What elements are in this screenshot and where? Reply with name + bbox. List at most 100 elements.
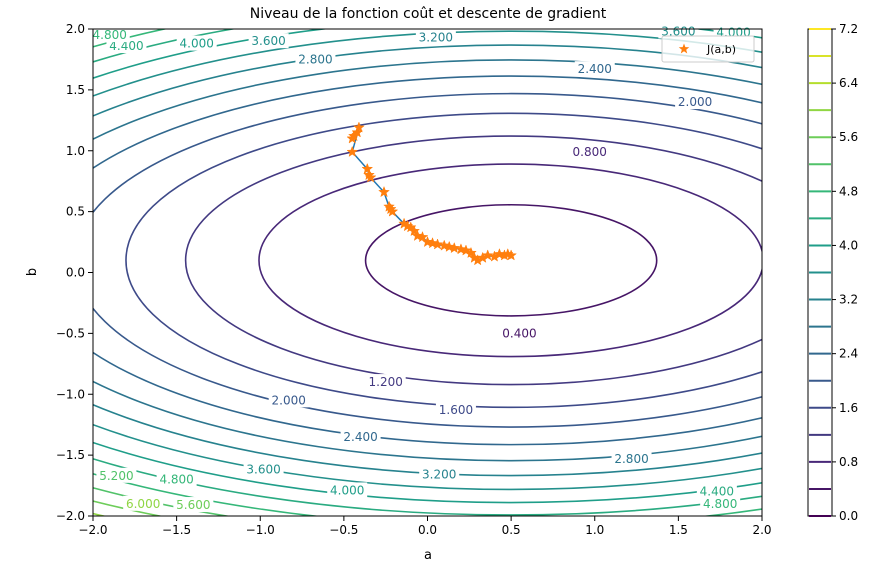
contour-level-line xyxy=(93,59,762,462)
colorbar-tick-label: 7.2 xyxy=(839,22,858,36)
contour-label-bg xyxy=(123,495,164,511)
contour-label: 4.000 xyxy=(330,483,364,497)
colorbar-tick-label: 2.4 xyxy=(839,347,858,361)
contour-label: 5.200 xyxy=(99,469,133,483)
contour-label-bg xyxy=(415,29,456,45)
trajectory-point xyxy=(346,145,359,157)
y-tick-label: −1.0 xyxy=(56,387,85,401)
chart-title: Niveau de la fonction coût et descente d… xyxy=(250,6,607,22)
trajectory-point xyxy=(364,171,377,183)
contour-label: 3.600 xyxy=(661,24,695,38)
contour-label: 5.600 xyxy=(176,498,210,512)
x-tick-label: −1.0 xyxy=(246,523,275,537)
trajectory-point xyxy=(408,224,421,237)
contour-label: 4.800 xyxy=(93,28,127,42)
y-axis-label: b xyxy=(25,268,40,276)
contour-level-line xyxy=(364,203,658,317)
trajectory-point xyxy=(361,162,374,175)
contour-label-bg xyxy=(611,450,652,466)
contour-label-bg xyxy=(295,51,336,67)
contour-label-bg xyxy=(89,27,130,43)
contour-level-line xyxy=(258,163,762,358)
contour-label: 0.400 xyxy=(502,326,536,340)
colorbar-tick-label: 1.6 xyxy=(839,401,858,415)
x-tick-label: 1.0 xyxy=(585,523,604,537)
contour-label-bg xyxy=(156,471,197,487)
y-tick-label: 1.0 xyxy=(66,144,85,158)
contour-labels: 0.400 0.800 1.200 1.600 2.000 2.000 2.400 2.400… xyxy=(89,23,754,513)
contour-label: 3.600 xyxy=(246,463,280,477)
contour-label-bg xyxy=(658,23,699,39)
trajectory-point xyxy=(481,249,494,261)
legend-star-marker xyxy=(678,43,690,54)
contour-label: 2.400 xyxy=(343,430,377,444)
contour-label: 1.200 xyxy=(369,375,403,389)
trajectory-point xyxy=(416,230,429,243)
contour-level-line xyxy=(93,44,762,477)
gradient-descent-path xyxy=(346,121,518,266)
y-tick-label: 1.5 xyxy=(66,83,85,97)
contour-level-line xyxy=(93,29,232,516)
contour-label-bg xyxy=(340,428,381,444)
colorbar-tick-label: 5.6 xyxy=(839,130,858,144)
x-tick-label: −1.5 xyxy=(162,523,191,537)
colorbar-tick-label: 4.0 xyxy=(839,238,858,252)
contour-level-line xyxy=(184,135,762,386)
x-tick-label: −0.5 xyxy=(329,523,358,537)
contour-label: 2.400 xyxy=(578,62,612,76)
contour-level-line xyxy=(93,29,762,504)
trajectory-point xyxy=(431,238,444,250)
contour-label: 6.000 xyxy=(126,497,160,511)
contour-label-bg xyxy=(96,467,137,483)
x-axis-ticks: −2.0 −1.5 −1.0 −0.5 0.0 0.5 1.0 1.5 2.0 xyxy=(78,516,772,537)
contour-level-line xyxy=(93,29,762,516)
colorbar-tick-label: 6.4 xyxy=(839,76,858,90)
plot-frame xyxy=(92,28,763,517)
y-axis-ticks: −2.0 −1.5 −1.0 −0.5 0.0 0.5 1.0 1.5 2.0 xyxy=(56,22,93,523)
contour-label: 3.200 xyxy=(419,31,453,45)
contour-label: 1.600 xyxy=(439,403,473,417)
contour-label: 4.800 xyxy=(703,497,737,511)
contour-label: 3.600 xyxy=(251,34,285,48)
contour-label: 4.800 xyxy=(159,472,193,486)
legend-box xyxy=(661,35,755,63)
contour-label-bg xyxy=(700,495,741,511)
contour-level-line xyxy=(93,29,762,516)
contour-label-bg xyxy=(173,497,214,513)
colorbar: 0.0 0.8 1.6 2.4 3.2 4.0 4.8 5.6 6.4 7.2 xyxy=(807,22,858,523)
colorbar-tick-label: 0.8 xyxy=(839,455,858,469)
contour-label: 2.800 xyxy=(298,52,332,66)
x-tick-label: 1.5 xyxy=(669,523,688,537)
contour-label-bg xyxy=(248,33,289,49)
trajectory-point xyxy=(353,121,365,133)
contour-label-bg xyxy=(696,483,737,499)
contour-label: 4.400 xyxy=(109,39,143,53)
trajectory-point xyxy=(460,244,472,256)
x-tick-label: 0.0 xyxy=(418,523,437,537)
y-tick-label: 0.0 xyxy=(66,266,85,280)
y-tick-label: −1.5 xyxy=(56,448,85,462)
contour-label-bg xyxy=(499,325,540,341)
trajectory-point xyxy=(386,205,399,217)
contour-label: 2.000 xyxy=(272,393,306,407)
contour-label-bg xyxy=(243,461,284,477)
y-tick-label: 0.5 xyxy=(66,205,85,219)
contour-label-bg xyxy=(176,35,217,51)
contour-label-bg xyxy=(419,466,460,482)
contour-level-line xyxy=(125,112,762,409)
trajectory-point xyxy=(505,249,518,261)
x-tick-label: 0.5 xyxy=(502,523,521,537)
contour-label-bg xyxy=(574,61,615,77)
contour-label: 4.000 xyxy=(180,37,214,51)
x-tick-label: 2.0 xyxy=(752,523,771,537)
colorbar-tick-label: 4.8 xyxy=(839,184,858,198)
contour-label: 2.000 xyxy=(678,95,712,109)
contour-label: 4.400 xyxy=(700,485,734,499)
legend: J(a,b) xyxy=(661,35,755,63)
contour-level-line xyxy=(93,92,762,428)
x-tick-label: −2.0 xyxy=(78,523,107,537)
contour-label: 2.800 xyxy=(614,452,648,466)
x-axis-label: a xyxy=(424,548,432,563)
